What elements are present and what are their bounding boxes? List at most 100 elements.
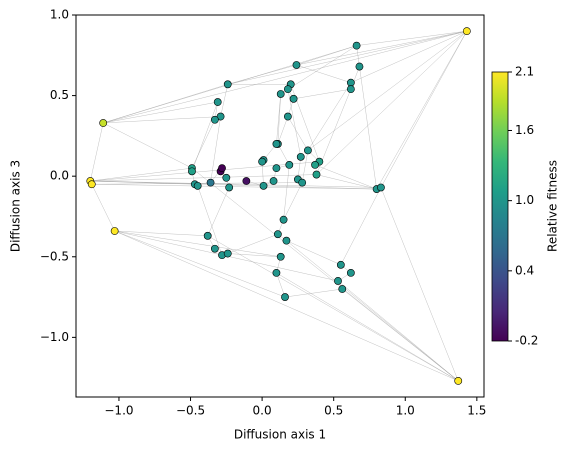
edge (220, 84, 228, 117)
edge (283, 182, 303, 220)
edge (314, 164, 377, 190)
edge (376, 30, 468, 190)
colorbar-tick-label: 1.0 (515, 193, 534, 207)
point (225, 183, 234, 192)
colorbar (491, 71, 509, 342)
edge (307, 82, 352, 151)
x-tick-label: −0.5 (176, 404, 205, 418)
point (273, 230, 282, 239)
edge (286, 240, 459, 382)
edge (90, 174, 317, 182)
edge (316, 30, 467, 175)
point (259, 181, 268, 190)
edge (210, 116, 221, 183)
edge (276, 272, 286, 298)
edge (197, 185, 223, 256)
point (289, 94, 298, 103)
x-tick-label: 1.5 (467, 404, 486, 418)
point (285, 160, 294, 169)
edge (114, 230, 208, 237)
edge (227, 30, 467, 85)
point (110, 227, 119, 235)
edge (284, 288, 343, 298)
edge (91, 184, 115, 232)
point (338, 285, 347, 293)
point (346, 85, 355, 94)
point (276, 90, 285, 98)
point (206, 178, 215, 187)
colorbar-tick-label: 2.1 (515, 65, 534, 79)
point (454, 376, 463, 385)
point (279, 215, 288, 224)
edge (277, 116, 289, 145)
y-tick-label: 1.0 (50, 8, 69, 22)
point (258, 157, 267, 166)
edge (277, 143, 290, 166)
point (222, 173, 231, 182)
edge (103, 116, 221, 124)
edge (287, 89, 302, 157)
edge (287, 116, 309, 151)
point (87, 180, 96, 189)
colorbar-label: Relative fitness (546, 160, 560, 252)
point (223, 80, 232, 89)
edge (227, 233, 278, 254)
edge (340, 187, 382, 265)
point (283, 85, 292, 94)
edge (277, 93, 281, 144)
edge (207, 235, 459, 382)
edge (380, 187, 459, 381)
point (188, 167, 196, 176)
point (346, 78, 355, 87)
edge (91, 183, 377, 190)
edge (90, 122, 104, 182)
edge (227, 64, 297, 85)
edge (350, 30, 467, 83)
edge (296, 45, 357, 66)
point (283, 112, 292, 121)
edge (286, 240, 341, 266)
edge (90, 161, 320, 182)
point (272, 268, 281, 277)
edge (296, 30, 467, 66)
edge (191, 119, 216, 169)
point (218, 164, 226, 173)
point (282, 236, 291, 245)
point (377, 183, 385, 192)
edge (276, 272, 459, 382)
colorbar-tick-label: 1.6 (515, 123, 534, 137)
y-tick-label: 0.5 (50, 88, 69, 102)
edge (114, 230, 281, 258)
point (311, 160, 319, 169)
y-tick-label: 0.0 (50, 169, 69, 183)
point (292, 61, 301, 69)
edge (359, 66, 377, 190)
edge (296, 64, 351, 83)
edge (207, 187, 230, 236)
point (334, 277, 342, 285)
point (462, 27, 471, 36)
x-tick-label: 0.5 (324, 404, 343, 418)
edge (356, 30, 467, 46)
point (272, 164, 281, 173)
point (304, 146, 312, 155)
point (312, 170, 321, 179)
point (298, 178, 307, 187)
edge (191, 167, 459, 382)
edge (227, 253, 281, 258)
edge (114, 230, 286, 298)
point (296, 152, 305, 161)
x-tick-label: −1.0 (104, 404, 133, 418)
edge (380, 30, 468, 188)
point (242, 177, 251, 185)
edge (261, 161, 264, 186)
point (223, 249, 232, 258)
point (210, 244, 219, 253)
point (213, 98, 222, 106)
point (346, 268, 355, 277)
colorbar-tick-label: 0.4 (515, 263, 534, 277)
y-axis-label: Diffusion axis 3 (9, 160, 23, 252)
edge (293, 88, 351, 100)
